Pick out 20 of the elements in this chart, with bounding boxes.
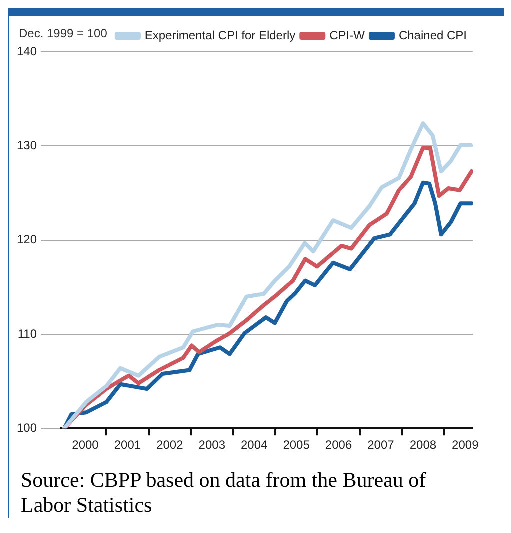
y-tick-label: 100 — [16, 420, 38, 435]
x-tick-label: 2003 — [198, 438, 226, 452]
source-note: Source: CBPP based on data from the Bureau of Labor Statistics — [20, 467, 428, 518]
x-tick-label: 2008 — [410, 438, 437, 452]
y-tick-label: 130 — [16, 138, 38, 152]
x-tick-label: 2002 — [156, 438, 184, 452]
x-tick-label: 2004 — [240, 438, 268, 452]
x-tick-label: 2009 — [452, 438, 480, 452]
x-tick-label: 2007 — [368, 438, 395, 452]
x-tick-label: 2005 — [283, 438, 310, 452]
y-tick-label: 140 — [16, 44, 38, 58]
y-tick-label: 120 — [16, 232, 38, 247]
y-tick-label: 110 — [18, 326, 38, 341]
legend-label: Chained CPI — [398, 28, 468, 42]
x-tick-label: 2001 — [114, 438, 142, 452]
x-tick-label: 2000 — [72, 438, 100, 452]
y-axis-title: Dec. 1999 = 100 — [19, 26, 108, 40]
legend-label: Experimental CPI for Elderly — [144, 28, 296, 42]
x-tick-label: 2006 — [325, 438, 352, 452]
legend-label: CPI-W — [330, 28, 366, 42]
